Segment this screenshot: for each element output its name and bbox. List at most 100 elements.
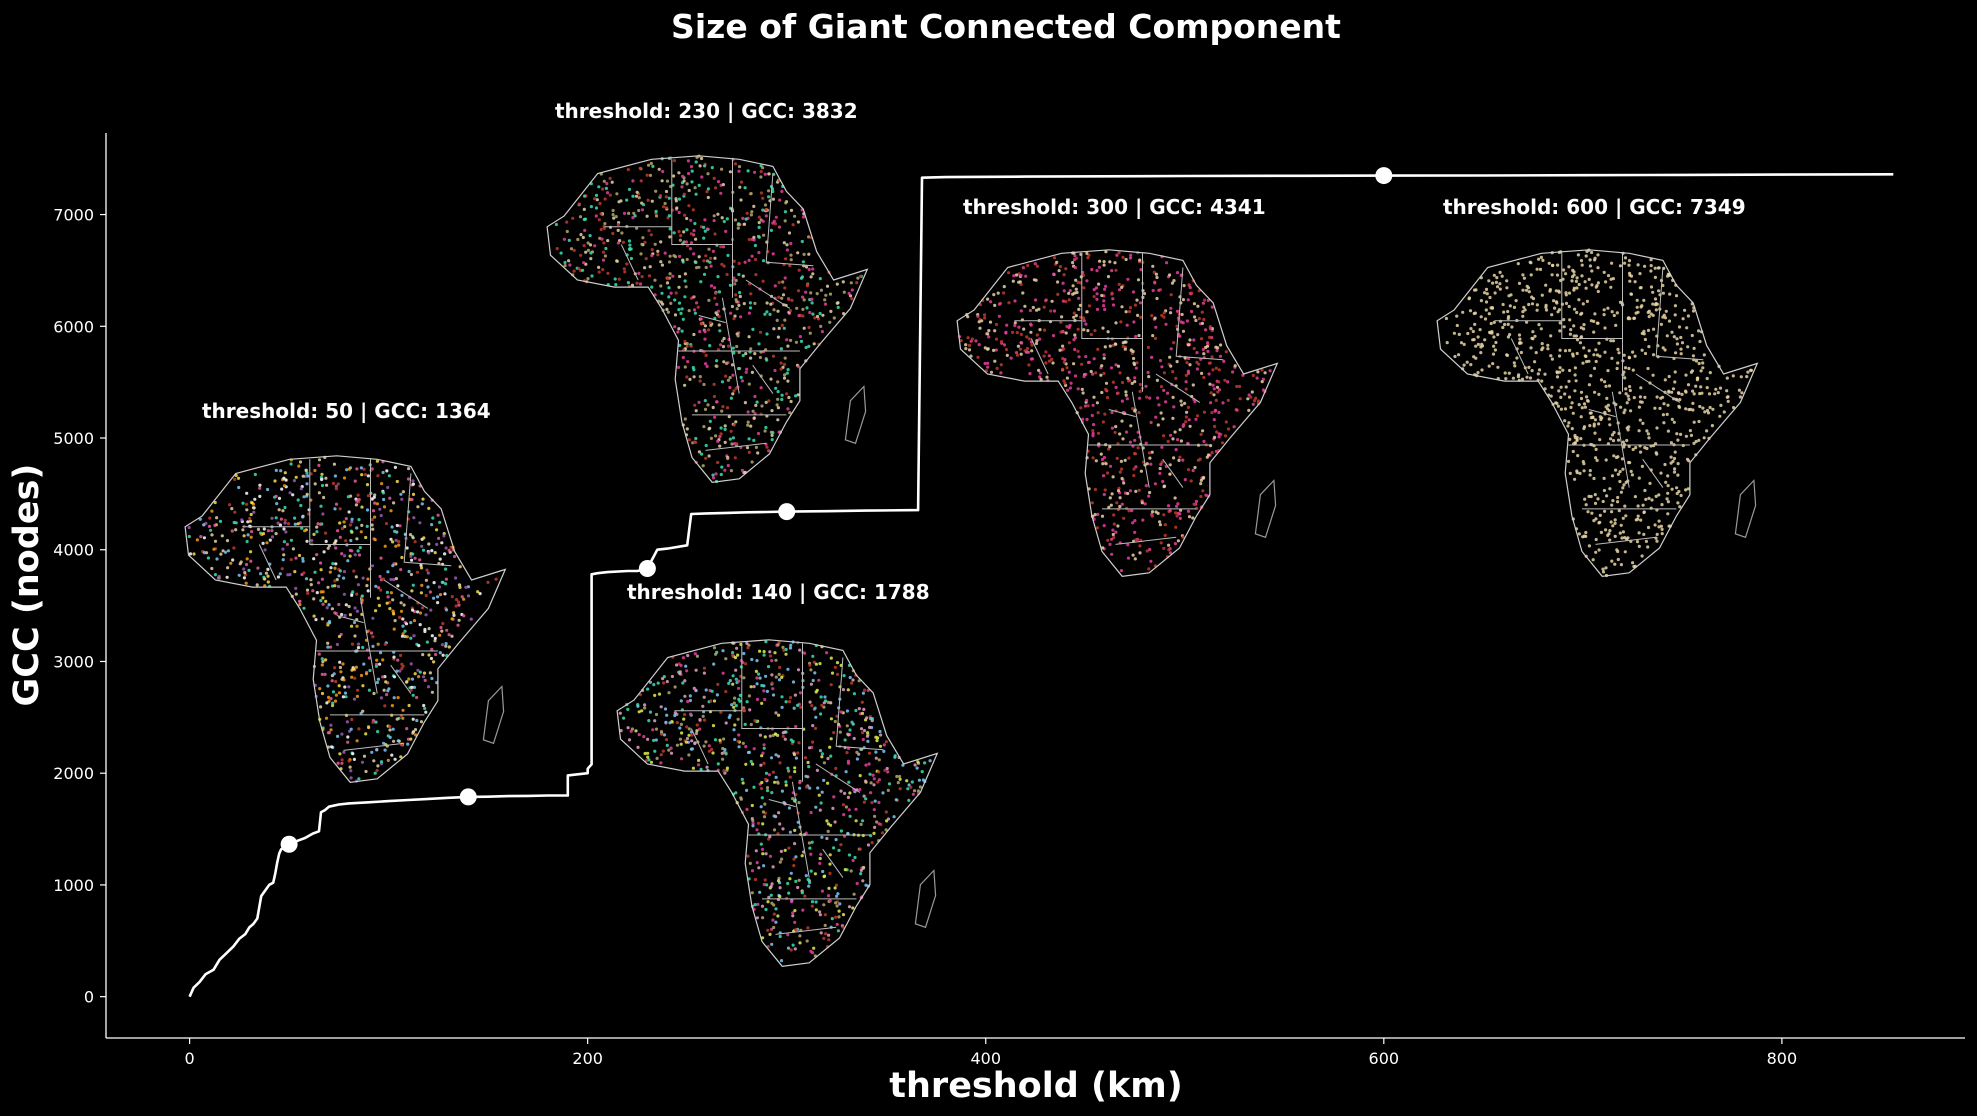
- map-point: [437, 536, 441, 541]
- map-point: [706, 195, 710, 200]
- map-point: [705, 765, 709, 769]
- map-point: [344, 539, 348, 543]
- map-point: [828, 292, 833, 296]
- map-point: [755, 659, 759, 663]
- map-point: [326, 546, 330, 550]
- map-point: [1537, 368, 1542, 372]
- map-point: [1118, 496, 1122, 500]
- map-point: [312, 614, 316, 618]
- map-point: [818, 749, 823, 753]
- map-point: [828, 899, 832, 903]
- map-point: [1102, 474, 1106, 478]
- map-point: [422, 671, 427, 675]
- map-point: [1563, 419, 1567, 423]
- map-point: [1608, 487, 1612, 491]
- map-point: [846, 733, 851, 737]
- map-point: [635, 281, 639, 285]
- map-point: [376, 677, 380, 681]
- map-point: [784, 647, 788, 652]
- map-point: [1113, 430, 1117, 435]
- map-point: [378, 507, 382, 511]
- map-point: [320, 691, 325, 696]
- map-point: [1085, 279, 1089, 283]
- inset-label: threshold: 140 | GCC: 1788: [627, 580, 930, 604]
- map-point: [916, 789, 921, 793]
- map-point: [334, 679, 338, 684]
- map-point: [665, 307, 669, 311]
- map-point: [664, 189, 669, 194]
- map-point: [1471, 329, 1475, 334]
- map-point: [734, 293, 738, 297]
- map-point: [1623, 550, 1627, 554]
- map-point: [704, 353, 708, 357]
- map-point: [395, 530, 399, 534]
- map-point: [762, 864, 766, 868]
- map-point: [788, 696, 793, 700]
- map-point: [1188, 285, 1192, 290]
- map-point: [788, 775, 792, 779]
- map-point: [1568, 471, 1572, 475]
- map-point: [442, 534, 446, 538]
- map-point: [361, 576, 365, 580]
- map-point: [820, 703, 824, 708]
- map-point: [382, 505, 387, 509]
- map-point: [770, 791, 774, 795]
- map-point: [809, 291, 813, 295]
- map-point: [447, 633, 451, 637]
- map-point: [360, 505, 364, 509]
- map-point: [1521, 273, 1525, 277]
- map-point: [711, 476, 716, 480]
- map-point: [690, 180, 694, 184]
- africa-outline: [1436, 249, 1759, 577]
- map-point: [1226, 398, 1230, 402]
- map-point: [703, 229, 707, 233]
- map-point: [911, 792, 915, 796]
- map-point: [331, 690, 336, 694]
- map-point: [1148, 456, 1152, 460]
- map-point: [776, 879, 781, 883]
- map-point: [416, 610, 420, 614]
- map-point: [693, 403, 697, 407]
- map-point: [420, 583, 424, 588]
- map-point: [392, 627, 396, 631]
- map-point: [444, 546, 448, 550]
- map-point: [309, 578, 313, 582]
- map-point: [847, 780, 851, 784]
- map-point: [835, 661, 840, 665]
- map-point: [1516, 375, 1520, 379]
- map-point: [779, 367, 783, 371]
- map-point: [1621, 467, 1625, 471]
- country-border: [359, 597, 378, 694]
- map-point: [786, 667, 790, 671]
- map-point: [1511, 376, 1515, 380]
- map-point: [604, 186, 609, 190]
- map-point: [383, 544, 387, 548]
- map-point: [352, 620, 357, 625]
- map-point: [1162, 434, 1166, 438]
- map-point: [589, 205, 594, 209]
- map-point: [1038, 371, 1042, 375]
- map-point: [1072, 315, 1076, 319]
- map-point: [245, 491, 249, 495]
- map-point: [1106, 538, 1110, 542]
- map-point: [715, 359, 719, 363]
- map-point: [760, 847, 765, 852]
- map-point: [293, 522, 297, 526]
- country-border: [1108, 409, 1136, 418]
- map-point: [738, 185, 742, 189]
- map-point: [1162, 371, 1166, 375]
- map-point: [1064, 267, 1068, 271]
- map-point: [722, 737, 726, 741]
- map-point: [699, 767, 703, 772]
- map-point: [1580, 263, 1584, 267]
- map-point: [688, 698, 693, 703]
- map-point: [638, 166, 642, 170]
- map-point: [627, 738, 632, 742]
- map-point: [625, 198, 629, 202]
- map-point: [681, 317, 685, 321]
- map-point: [1585, 299, 1589, 303]
- map-point: [1524, 288, 1529, 292]
- map-point: [1091, 456, 1095, 460]
- map-point: [1494, 280, 1498, 284]
- map-point: [774, 386, 778, 390]
